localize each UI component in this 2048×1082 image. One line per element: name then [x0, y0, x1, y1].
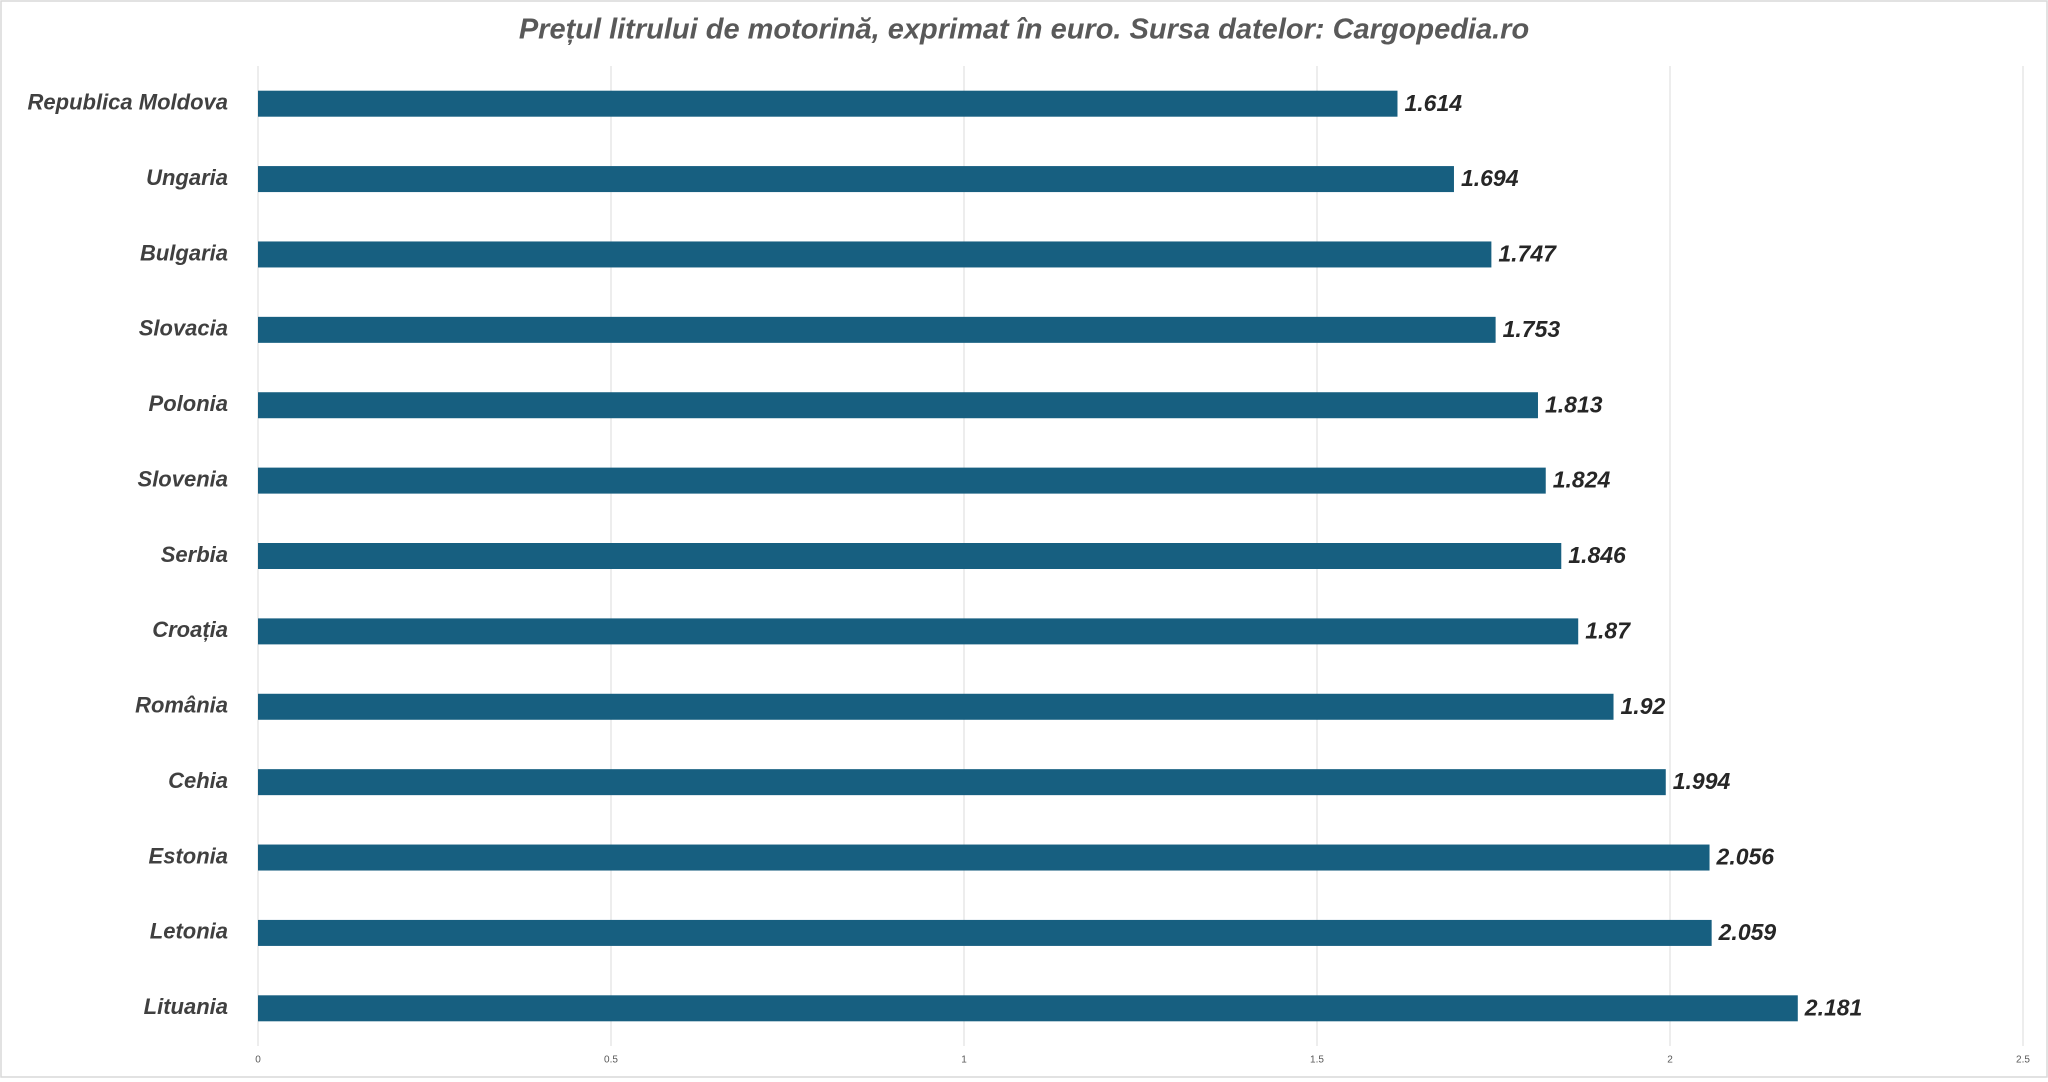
x-tick-label: 0 [255, 1055, 261, 1066]
bar [258, 618, 1579, 645]
value-label: 1.824 [1553, 467, 1611, 493]
value-label: 1.813 [1545, 391, 1603, 417]
category-label: Lituania [144, 994, 228, 1019]
x-tick-label: 1 [961, 1055, 967, 1066]
value-label: 1.92 [1621, 693, 1666, 719]
bar [258, 844, 1710, 871]
category-label: Bulgaria [140, 240, 228, 265]
x-tick-label: 2.5 [2016, 1055, 2030, 1066]
value-label: 1.846 [1568, 542, 1626, 568]
value-label: 2.059 [1718, 919, 1777, 945]
value-label: 1.87 [1585, 617, 1631, 643]
category-label: Estonia [149, 843, 228, 868]
value-label: 2.181 [1804, 994, 1863, 1020]
category-label: România [135, 693, 228, 718]
x-tick-label: 1.5 [1310, 1055, 1324, 1066]
bar [258, 467, 1546, 494]
bar [258, 919, 1712, 946]
category-label: Cehia [168, 768, 228, 793]
bar [258, 995, 1798, 1022]
value-label: 1.747 [1498, 241, 1557, 267]
category-label: Slovacia [139, 316, 228, 341]
value-label: 1.614 [1404, 90, 1462, 116]
category-label: Slovenia [138, 466, 228, 491]
value-label: 2.056 [1716, 844, 1775, 870]
category-label: Polonia [149, 391, 228, 416]
category-label: Letonia [150, 919, 228, 944]
bar [258, 90, 1398, 117]
chart-title: Prețul litrului de motorină, exprimat în… [519, 14, 1529, 46]
bar [258, 543, 1562, 569]
x-tick-label: 2 [1667, 1055, 1673, 1066]
bar [258, 316, 1496, 343]
bar [258, 392, 1538, 419]
bar [258, 693, 1614, 720]
bar [258, 769, 1666, 796]
bar [258, 166, 1454, 193]
x-tick-label: 0.5 [604, 1055, 618, 1066]
bar [258, 241, 1492, 268]
category-label: Croația [152, 617, 228, 642]
value-label: 1.694 [1461, 165, 1519, 191]
category-label: Serbia [161, 542, 228, 567]
category-label: Ungaria [146, 165, 228, 190]
value-label: 1.753 [1503, 316, 1561, 342]
category-label: Republica Moldova [28, 90, 228, 115]
value-label: 1.994 [1673, 768, 1731, 794]
